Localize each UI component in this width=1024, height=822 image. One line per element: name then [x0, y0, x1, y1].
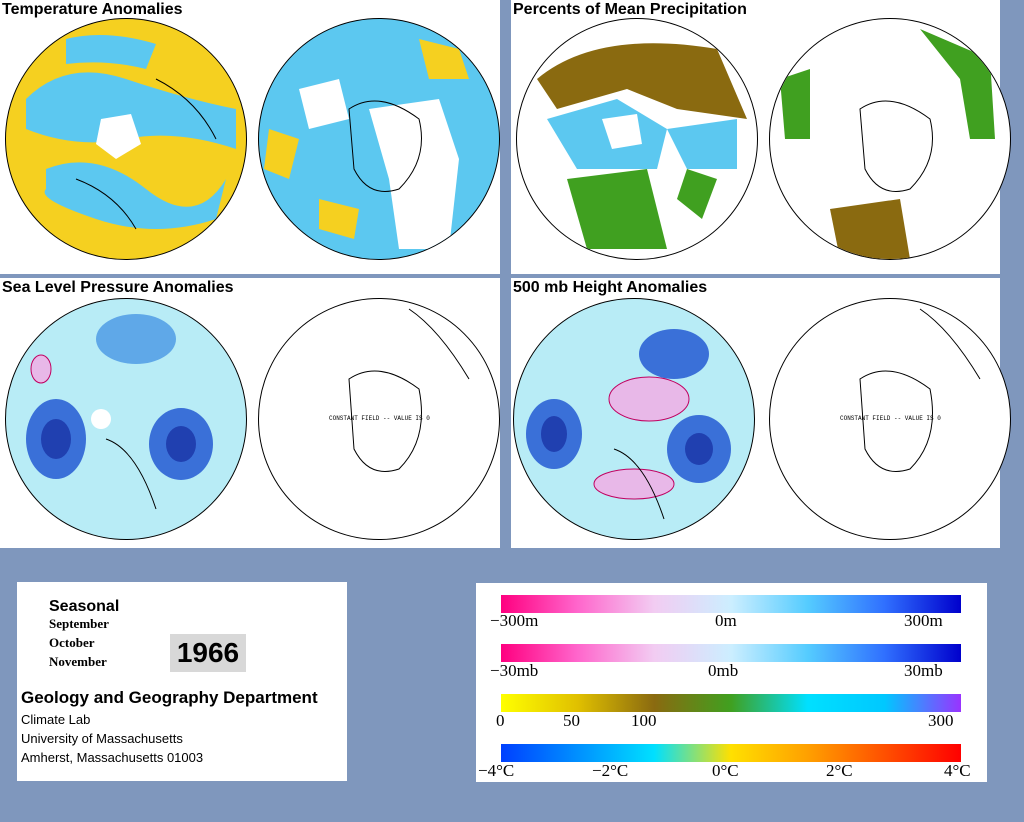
year-label: 1966 — [170, 634, 246, 672]
lab-label: Climate Lab — [21, 712, 91, 727]
month-2: October — [49, 635, 95, 650]
temp-tick-4: 4°C — [944, 761, 971, 780]
precipitation-south-map — [769, 18, 1011, 260]
height-title: 500 mb Height Anomalies — [511, 278, 710, 298]
legend-box: −300m 0m 300m −30mb 0mb 30mb 0 50 100 30… — [476, 583, 987, 782]
temp-colorbar — [501, 744, 961, 762]
pressure-tick-mid: 0mb — [708, 661, 739, 680]
precip-tick-0: 0 — [496, 711, 505, 730]
height-tick-mid: 0m — [715, 611, 737, 630]
pressure-panel: Sea Level Pressure Anomalies CONSTANT FI… — [0, 278, 500, 548]
season-label: Seasonal — [49, 598, 120, 615]
temperature-south-map — [258, 18, 500, 260]
precipitation-north-map — [516, 18, 758, 260]
precipitation-panel: Percents of Mean Precipitation — [511, 0, 1011, 274]
university-label: University of Massachusetts — [21, 731, 183, 746]
temp-tick-neg4: −4°C — [478, 761, 515, 780]
info-box: Seasonal September October November 1966… — [17, 582, 347, 781]
temp-tick-neg2: −2°C — [592, 761, 629, 780]
pressure-south-map: CONSTANT FIELD -- VALUE IS 0 — [258, 298, 500, 540]
temp-tick-0: 0°C — [712, 761, 739, 780]
temperature-north-map — [5, 18, 247, 260]
pressure-tick-min: −30mb — [490, 661, 539, 680]
pressure-title: Sea Level Pressure Anomalies — [0, 278, 236, 298]
height-colorbar — [501, 595, 961, 613]
month-3: November — [49, 654, 107, 669]
address-label: Amherst, Massachusetts 01003 — [21, 750, 204, 765]
height-north-map — [513, 298, 755, 540]
precip-tick-100: 100 — [631, 711, 657, 730]
height-constant-note: CONSTANT FIELD -- VALUE IS 0 — [840, 415, 941, 422]
precip-colorbar — [501, 694, 961, 712]
height-panel: 500 mb Height Anomalies CONSTANT FIELD -… — [511, 278, 1011, 548]
precip-tick-300: 300 — [928, 711, 954, 730]
month-1: September — [49, 616, 109, 631]
pressure-colorbar — [501, 644, 961, 662]
pressure-constant-note: CONSTANT FIELD -- VALUE IS 0 — [329, 415, 430, 422]
height-south-map: CONSTANT FIELD -- VALUE IS 0 — [769, 298, 1011, 540]
temperature-panel: Temperature Anomalies — [0, 0, 500, 274]
precipitation-title: Percents of Mean Precipitation — [511, 0, 749, 20]
height-tick-max: 300m — [904, 611, 943, 630]
temperature-title: Temperature Anomalies — [0, 0, 185, 20]
height-tick-min: −300m — [490, 611, 539, 630]
pressure-tick-max: 30mb — [904, 661, 943, 680]
pressure-north-map — [5, 298, 247, 540]
temp-tick-2: 2°C — [826, 761, 853, 780]
precip-tick-50: 50 — [563, 711, 580, 730]
department-label: Geology and Geography Department — [21, 688, 318, 707]
